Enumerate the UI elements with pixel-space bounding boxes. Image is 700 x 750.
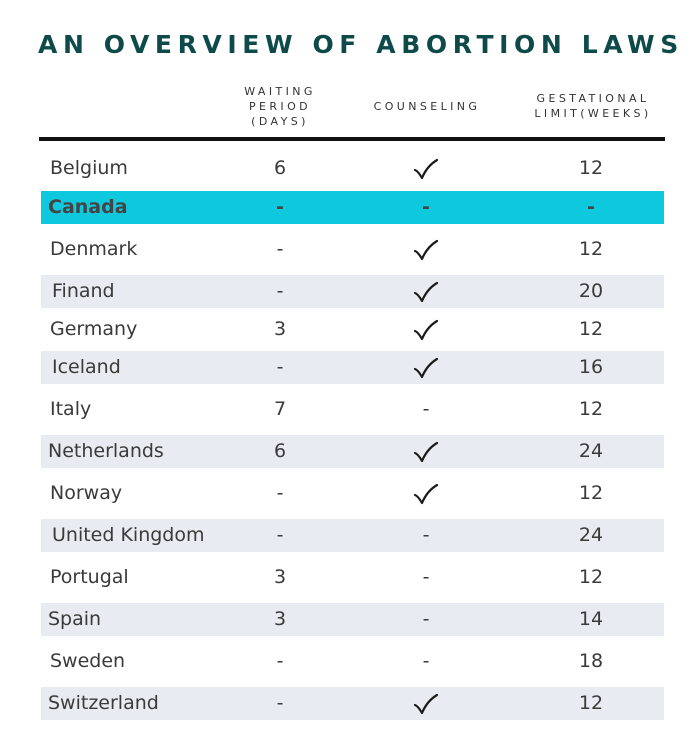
column-header-waiting-period: WAITING PERIOD (DAYS) bbox=[224, 84, 336, 129]
country-cell: Italy bbox=[50, 398, 92, 420]
waiting-period-cell: - bbox=[276, 692, 284, 714]
gestational-limit-cell: 12 bbox=[578, 157, 604, 179]
gestational-limit-cell: 20 bbox=[578, 280, 604, 302]
column-header-line: PERIOD bbox=[249, 100, 311, 113]
page-title: AN OVERVIEW OF ABORTION LAWS bbox=[38, 30, 684, 59]
checkmark-icon bbox=[413, 281, 439, 302]
counseling-cell bbox=[396, 275, 456, 308]
table-row: Switzerland - 12 bbox=[41, 687, 664, 720]
table-row: Belgium 6 12 bbox=[41, 152, 664, 185]
table-row: Portugal 3 - 12 bbox=[41, 561, 664, 594]
waiting-period-cell: - bbox=[276, 196, 284, 218]
country-cell: Portugal bbox=[50, 566, 129, 588]
checkmark-icon bbox=[413, 483, 439, 504]
checkmark-icon bbox=[413, 239, 439, 260]
gestational-limit-cell: 12 bbox=[578, 692, 604, 714]
country-cell: Iceland bbox=[52, 356, 121, 378]
country-cell: Denmark bbox=[50, 238, 138, 260]
country-cell: Finand bbox=[52, 280, 115, 302]
counseling-cell: - bbox=[422, 566, 430, 588]
waiting-period-cell: 3 bbox=[273, 608, 287, 630]
counseling-cell: - bbox=[422, 196, 430, 218]
counseling-cell bbox=[396, 351, 456, 384]
waiting-period-cell: 6 bbox=[273, 440, 287, 462]
checkmark-icon bbox=[413, 693, 439, 714]
column-header-line: (DAYS) bbox=[251, 115, 309, 128]
country-cell: Switzerland bbox=[48, 692, 159, 714]
table-row: Canada - - - bbox=[41, 191, 664, 224]
table-row: Spain 3 - 14 bbox=[41, 603, 664, 636]
gestational-limit-cell: 12 bbox=[578, 398, 604, 420]
counseling-cell bbox=[396, 313, 456, 346]
column-header-line: LIMIT(WEEKS) bbox=[534, 107, 652, 120]
table-row: Netherlands 6 24 bbox=[41, 435, 664, 468]
gestational-limit-cell: 24 bbox=[578, 524, 604, 546]
country-cell: Spain bbox=[48, 608, 102, 630]
counseling-cell bbox=[396, 477, 456, 510]
checkmark-icon bbox=[413, 441, 439, 462]
header-divider bbox=[39, 137, 665, 141]
column-header-gestational-limit: GESTATIONAL LIMIT(WEEKS) bbox=[512, 91, 674, 121]
waiting-period-cell: 6 bbox=[273, 157, 287, 179]
column-header-line: GESTATIONAL bbox=[536, 92, 650, 105]
country-cell: Belgium bbox=[50, 157, 128, 179]
country-cell: Norway bbox=[50, 482, 123, 504]
gestational-limit-cell: 16 bbox=[578, 356, 604, 378]
checkmark-icon bbox=[413, 357, 439, 378]
checkmark-icon bbox=[413, 158, 439, 179]
waiting-period-cell: - bbox=[276, 650, 284, 672]
counseling-cell bbox=[396, 435, 456, 468]
counseling-cell: - bbox=[422, 650, 430, 672]
waiting-period-cell: - bbox=[276, 524, 284, 546]
gestational-limit-cell: 14 bbox=[578, 608, 604, 630]
counseling-cell: - bbox=[422, 398, 430, 420]
counseling-cell: - bbox=[422, 524, 430, 546]
waiting-period-cell: 7 bbox=[273, 398, 287, 420]
waiting-period-cell: - bbox=[276, 238, 284, 260]
counseling-cell bbox=[396, 687, 456, 720]
country-cell: Germany bbox=[50, 318, 138, 340]
waiting-period-cell: 3 bbox=[273, 318, 287, 340]
country-cell: Sweden bbox=[50, 650, 126, 672]
counseling-cell: - bbox=[422, 608, 430, 630]
column-header-line: WAITING bbox=[244, 85, 316, 98]
table-row: Iceland - 16 bbox=[41, 351, 664, 384]
country-cell: Netherlands bbox=[48, 440, 164, 462]
country-cell: Canada bbox=[48, 196, 128, 218]
counseling-cell bbox=[396, 233, 456, 266]
gestational-limit-cell: 12 bbox=[578, 318, 604, 340]
gestational-limit-cell: 12 bbox=[578, 482, 604, 504]
table-row: Finand - 20 bbox=[41, 275, 664, 308]
gestational-limit-cell: 24 bbox=[578, 440, 604, 462]
waiting-period-cell: - bbox=[276, 280, 284, 302]
table-row: Sweden - - 18 bbox=[41, 645, 664, 678]
table-row: Denmark - 12 bbox=[41, 233, 664, 266]
table-row: United Kingdom - - 24 bbox=[41, 519, 664, 552]
gestational-limit-cell: 18 bbox=[578, 650, 604, 672]
country-cell: United Kingdom bbox=[52, 524, 205, 546]
waiting-period-cell: - bbox=[276, 356, 284, 378]
gestational-limit-cell: 12 bbox=[578, 566, 604, 588]
table-row: Italy 7 - 12 bbox=[41, 393, 664, 426]
column-header-counseling: COUNSELING bbox=[356, 99, 498, 114]
column-header-line: COUNSELING bbox=[373, 100, 481, 113]
counseling-cell bbox=[396, 152, 456, 185]
checkmark-icon bbox=[413, 319, 439, 340]
waiting-period-cell: - bbox=[276, 482, 284, 504]
waiting-period-cell: 3 bbox=[273, 566, 287, 588]
gestational-limit-cell: 12 bbox=[578, 238, 604, 260]
table-row: Germany 3 12 bbox=[41, 313, 664, 346]
gestational-limit-cell: - bbox=[587, 196, 595, 218]
table-row: Norway - 12 bbox=[41, 477, 664, 510]
